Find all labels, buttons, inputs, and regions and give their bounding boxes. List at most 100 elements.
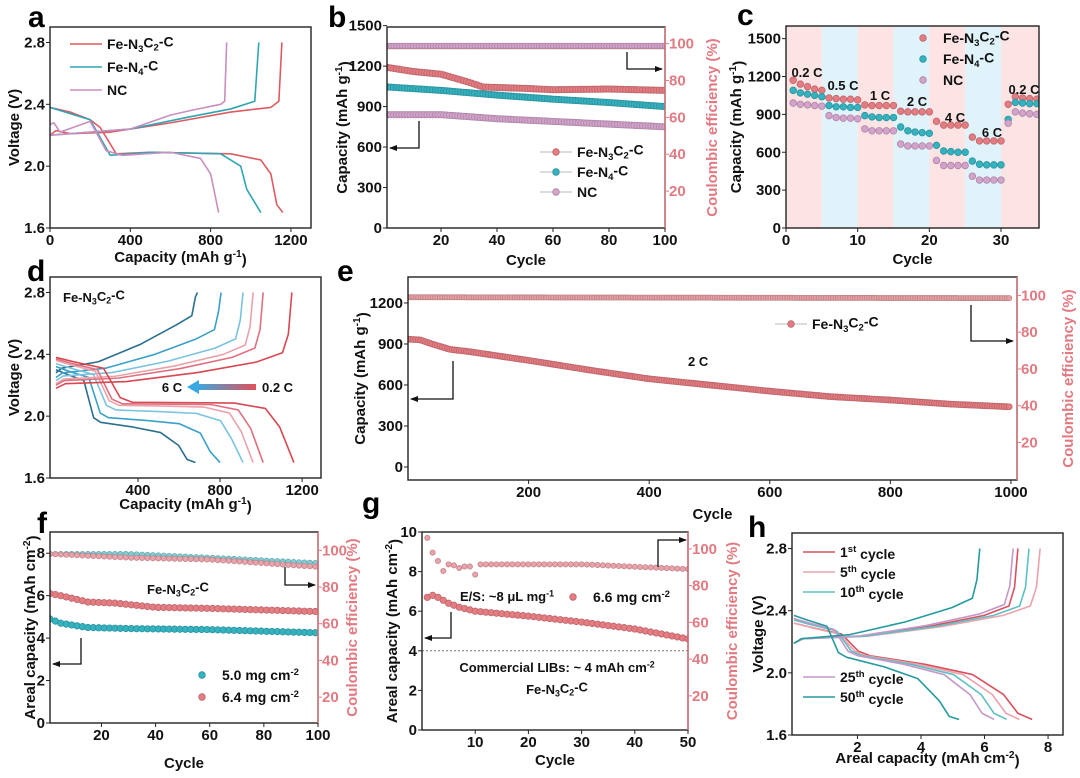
legend-item: NC (70, 82, 127, 98)
x-tick-label: 20 (433, 232, 450, 249)
data-point (961, 161, 969, 170)
legend-label: Fe-N3​C2​-C (107, 33, 174, 55)
y-tick-label: 600 (357, 139, 382, 156)
legend-marker (919, 76, 927, 84)
legend-marker (198, 671, 206, 679)
y-tick-label: 300 (357, 180, 382, 197)
data-point (176, 555, 183, 562)
x-tick-label: 10 (467, 734, 484, 751)
panel-letter: d (27, 255, 45, 288)
data-point (882, 127, 891, 135)
data-point (825, 111, 833, 120)
rate-band (965, 26, 1002, 228)
legend-label: 5th​ cycle (840, 564, 896, 582)
y2-tick-label: 60 (669, 109, 686, 126)
legend-marker (787, 320, 795, 328)
data-point (525, 561, 532, 568)
data-point (839, 114, 848, 122)
panel-e: 200 400 600 800 1000 0 300 600 900 1200 20 40 60 80 10… (337, 255, 1077, 523)
x-tick-label: 40 (147, 727, 164, 744)
data-point (1006, 295, 1013, 302)
y2-axis-label: Coulombic efficiency (%) (1060, 289, 1077, 467)
legend-item: Fe-N4​-C (70, 58, 158, 78)
data-point (796, 80, 805, 88)
y-tick-label: 600 (378, 377, 403, 394)
data-point (932, 141, 941, 150)
data-point (90, 553, 97, 560)
legend-item: 10th​ cycle (803, 584, 904, 602)
x-axis-label: Cycle (506, 252, 546, 269)
y2-tick-label: 80 (692, 578, 709, 595)
y2-tick-label: 80 (322, 579, 339, 596)
data-point (311, 607, 318, 616)
y-tick-label: 600 (756, 144, 781, 161)
y-tick-label: 2.0 (24, 158, 45, 175)
data-point (139, 554, 146, 561)
data-point (861, 111, 869, 120)
data-point (160, 555, 167, 562)
data-point (1025, 99, 1034, 108)
data-point (990, 161, 998, 169)
data-point (875, 101, 883, 110)
y-tick-label: 4 (37, 630, 46, 647)
y-tick-label: 0 (409, 722, 417, 739)
data-point (674, 565, 681, 572)
y-tick-label: 900 (756, 106, 781, 123)
data-point (990, 137, 998, 145)
rate-label-low: 0.2 C (262, 380, 294, 395)
plot-area (408, 294, 1013, 411)
y-tick-label: 300 (378, 418, 403, 435)
data-point (803, 101, 812, 109)
y-tick-label: 1200 (370, 295, 403, 312)
data-point (882, 113, 891, 122)
legend-label: Fe-N4​-C (943, 50, 994, 70)
right-axis-arrow (657, 537, 687, 567)
data-point (552, 561, 559, 568)
data-point (231, 558, 238, 565)
data-point (882, 101, 891, 110)
x-axis-label: Capacity (mAh g-1​) (114, 249, 246, 269)
panel-d: 400 800 1200 1.6 2.0 2.4 2.8 Capacity (mAh g-1​… (6, 255, 322, 515)
data-point (279, 561, 286, 568)
y-tick-label: 1200 (748, 69, 781, 86)
data-point (889, 101, 898, 110)
plot-frame (791, 532, 1064, 736)
data-point (868, 101, 876, 110)
data-point (301, 562, 308, 569)
legend-label: Fe-N4​-C (107, 58, 158, 78)
y2-tick-label: 60 (1021, 361, 1038, 378)
legend-marker (552, 168, 560, 176)
legend-label: NC (577, 184, 597, 200)
rate-band (786, 26, 822, 228)
plot-area (50, 42, 284, 214)
y-axis-label: Areal capacity (mAh cm-2​) (22, 535, 42, 719)
x-tick-label: 0 (46, 232, 54, 249)
rate-arrow-head (187, 380, 199, 394)
y-tick-label: 2.4 (24, 346, 46, 363)
data-point (450, 562, 457, 569)
data-point (896, 123, 905, 131)
panel-letter: f (37, 507, 48, 540)
plot-area (55, 292, 295, 464)
data-point (853, 103, 862, 112)
data-point (658, 564, 665, 571)
data-point (982, 137, 991, 145)
x-tick-label: 6 (980, 739, 988, 756)
sample-label: Fe-N3​C2​-C (63, 288, 125, 307)
left-axis-arrow (424, 612, 452, 641)
plot-frame (49, 26, 312, 229)
panel-h: 2 4 6 8 1.6 2.0 2.4 2.8 Areal capacity (mAh cm-2… (748, 511, 1064, 769)
discharge-curve (793, 619, 1008, 721)
data-point (514, 561, 521, 568)
y-tick-label: 2.4 (766, 603, 788, 620)
data-point (918, 108, 926, 116)
y2-axis-label: Coulombic efficiency (%) (724, 542, 741, 720)
data-point (1025, 110, 1034, 118)
data-point (789, 86, 797, 95)
y-axis-label: Capacity (mAh g-1​) (352, 312, 372, 444)
data-point (818, 102, 826, 110)
data-point (647, 564, 654, 571)
charge-curve (55, 292, 244, 382)
